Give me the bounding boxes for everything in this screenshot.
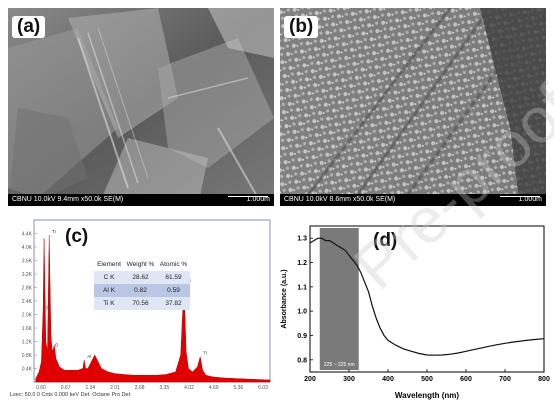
scale-bar-a [228,196,268,197]
table-cell: 37.82 [165,300,182,307]
edx-col-element: Element [97,261,121,268]
x-tick-label: 2.01 [110,385,120,391]
peak-label: C [46,305,50,310]
x-tick-label: 800 [538,376,550,383]
table-cell: Ti K [103,300,115,307]
table-cell: C K [103,274,115,281]
sem-image-a: (a) CBNU 10.0kV 9.4mm x50.0k SE(M) 1.00u… [8,8,274,206]
y-tick-label: 3.2K [22,272,33,278]
sem-info-bar-a: CBNU 10.0kV 9.4mm x50.0k SE(M) 1.00um [8,194,274,206]
x-tick-label: 500 [421,376,433,383]
x-tick-label: 400 [382,376,394,383]
table-cell: 0.82 [134,287,147,294]
highlight-band [319,228,359,370]
y-tick-label: 0.8K [22,353,33,359]
table-row: Al K 0.82 0.59 [94,284,190,297]
panel-label-c: (c) [60,226,94,248]
sem-image-b: (b) CBNU 10.0kV 8.6mm x50.0k SE(M) 1.00u… [280,8,546,206]
edx-table-header: Element Weight % Atomic % [94,258,190,271]
y-tick-label: 1.2K [22,340,33,346]
y-tick-label: 1.3 [297,236,307,243]
x-tick-label: 2.68 [135,385,145,391]
y-tick-label: 2.0K [22,313,33,319]
x-tick-label: 700 [499,376,511,383]
sem-texture-b [280,8,546,206]
x-tick-label: 0.67 [61,385,71,391]
table-cell: 28.62 [132,274,149,281]
x-tick-label: 5.36 [233,385,243,391]
edx-table: Element Weight % Atomic % C K 28.62 61.5… [94,258,190,310]
y-axis-label: Absorbance (a.u.) [281,269,288,328]
edx-panel-c: 0.4K 0.8K 1.2K 1.6K 2.0K 2.4K 2.8K 3.2K 3.6K 4.0K… [8,214,274,402]
y-tick-label: 4.4K [22,232,33,238]
x-tick-label: 4.02 [184,385,194,391]
x-tick-label: 0.60 [36,385,46,391]
table-row: Ti K 70.56 37.82 [94,297,190,310]
highlight-band-label: 225 ~ 325 nm [324,362,355,368]
x-tick-label: 300 [343,376,355,383]
y-tick-label: 1.1 [297,284,307,291]
edx-col-weight: Weight % [126,261,155,268]
y-tick-label: 2.8K [22,286,33,292]
y-tick-label: 0.9 [297,333,307,340]
scale-label-b: 1.00um [518,196,542,203]
x-tick-label: 4.69 [209,385,219,391]
y-tick-label: 3.6K [22,259,33,265]
scale-bar-b [500,196,540,197]
panel-label-d: (d) [368,230,403,252]
sem-texture-a [8,8,274,206]
y-tick-label: 1.6K [22,326,33,332]
y-tick-label: 1.2 [297,260,307,267]
panel-label-b: (b) [284,16,319,38]
uvvis-chart: 225 ~ 325 nm 0.8 0.9 1.0 1.1 1.2 1.3 200 300 40… [281,225,550,400]
y-tick-label: 1.0 [297,309,307,316]
table-cell: 61.59 [165,274,182,281]
table-row: C K 28.62 61.59 [94,271,190,284]
x-axis-label: Wavelength (nm) [395,391,459,400]
y-tick-label: 4.0K [22,245,33,251]
uvvis-panel-d: 225 ~ 325 nm 0.8 0.9 1.0 1.1 1.2 1.3 200 300 40… [276,214,550,402]
sem-info-bar-b: CBNU 10.0kV 8.6mm x50.0k SE(M) 1.00um [280,194,546,206]
peak-label: Ti [52,229,56,234]
table-cell: Al K [103,287,115,294]
x-tick-label: 200 [304,376,316,383]
y-tick-label: 0.4K [22,367,33,373]
table-cell: 0.59 [167,287,180,294]
peak-label: Ti [203,351,207,356]
edx-footer: Lsec: 50.0 0 Cnts 0.000 keV Det: Octane … [10,392,131,398]
x-tick-label: 600 [460,376,472,383]
absorbance-series [309,237,545,356]
peak-label: O [55,342,59,347]
y-tick-label: 0.8 [297,357,307,364]
peak-label: Al [87,354,91,359]
x-tick-label: 6.03 [258,385,268,391]
table-cell: 70.56 [132,300,149,307]
edx-col-atomic: Atomic % [159,261,188,268]
panel-label-a: (a) [12,16,46,38]
scale-label-a: 1.00um [246,196,270,203]
edx-spectrum-area [35,235,271,383]
y-tick-label: 2.4K [22,299,33,305]
sem-info-b: CBNU 10.0kV 8.6mm x50.0k SE(M) [284,196,396,203]
x-tick-label: 1.34 [85,385,95,391]
x-tick-label: 3.35 [159,385,169,391]
sem-info-a: CBNU 10.0kV 9.4mm x50.0k SE(M) [12,196,124,203]
